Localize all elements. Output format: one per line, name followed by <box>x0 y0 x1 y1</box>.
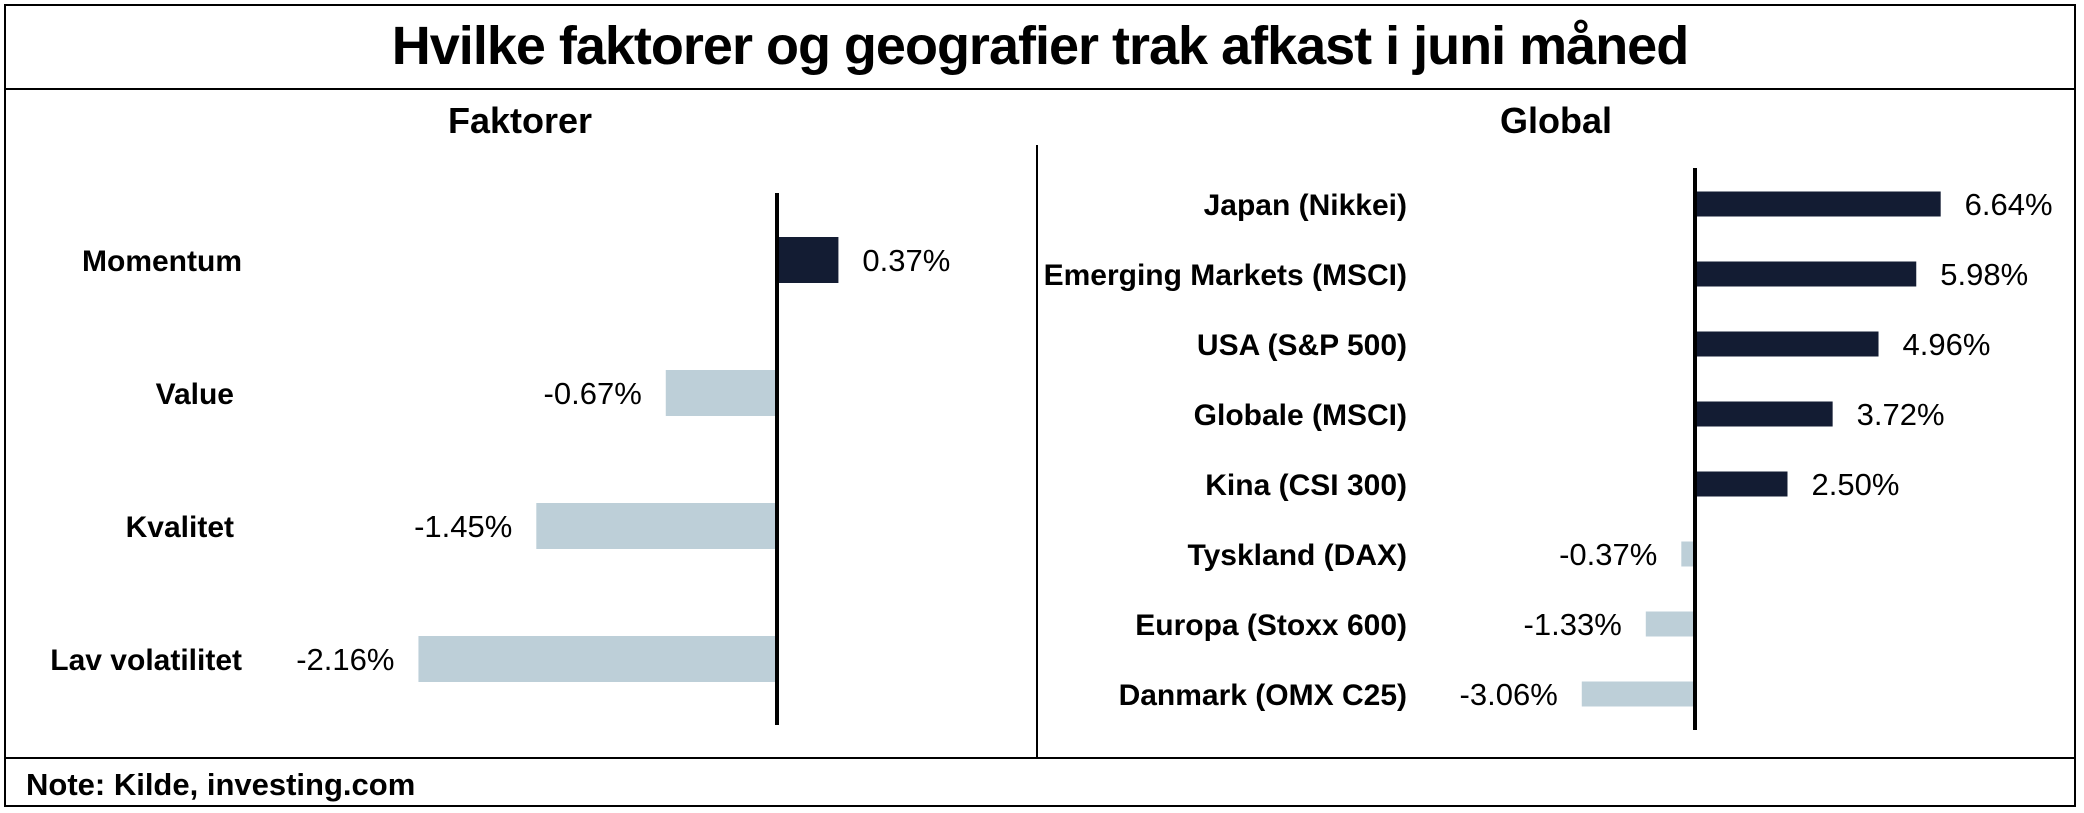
category-label: Value <box>156 378 234 411</box>
category-label: Emerging Markets (MSCI) <box>1044 259 1407 292</box>
bar-1-5 <box>1681 541 1695 567</box>
value-label: 3.72% <box>1857 397 1945 432</box>
category-label: Lav volatilitet <box>50 644 242 677</box>
value-label: -0.37% <box>1559 537 1657 572</box>
bar-1-4 <box>1695 471 1788 497</box>
value-label: 4.96% <box>1903 327 1991 362</box>
category-label: Globale (MSCI) <box>1194 399 1407 432</box>
title-bar: Hvilke faktorer og geografier trak afkas… <box>4 4 2076 90</box>
bar-1-2 <box>1695 331 1879 357</box>
panel-divider <box>1036 145 1038 757</box>
value-label: -3.06% <box>1460 677 1558 712</box>
bar-1-0 <box>1695 191 1941 217</box>
panel-title-global: Global <box>1499 100 1613 141</box>
bar-1-7 <box>1581 681 1695 707</box>
chart-title: Hvilke faktorer og geografier trak afkas… <box>391 16 1689 76</box>
bar-0-1 <box>665 370 777 416</box>
category-label: Momentum <box>82 245 242 278</box>
bar-0-0 <box>777 237 839 283</box>
bar-0-3 <box>418 636 777 682</box>
category-label: Japan (Nikkei) <box>1204 189 1407 222</box>
bar-0-2 <box>536 503 777 549</box>
category-label: Europa (Stoxx 600) <box>1135 609 1407 642</box>
bar-1-3 <box>1695 401 1833 427</box>
category-label: Tyskland (DAX) <box>1188 539 1407 572</box>
value-label: 0.37% <box>862 243 950 278</box>
chart-frame <box>4 4 2076 807</box>
bar-1-1 <box>1695 261 1917 287</box>
bar-1-6 <box>1645 611 1695 637</box>
category-label: Kina (CSI 300) <box>1205 469 1407 502</box>
source-note: Note: Kilde, investing.com <box>26 767 416 802</box>
value-label: 6.64% <box>1965 187 2053 222</box>
panel-title-faktorer: Faktorer <box>447 100 593 141</box>
value-label: -0.67% <box>544 376 642 411</box>
note-bar: Note: Kilde, investing.com <box>4 757 2076 807</box>
value-label: -1.45% <box>414 509 512 544</box>
category-label: Danmark (OMX C25) <box>1119 679 1407 712</box>
value-label: -1.33% <box>1524 607 1622 642</box>
value-label: 5.98% <box>1940 257 2028 292</box>
value-label: -2.16% <box>296 642 394 677</box>
value-label: 2.50% <box>1812 467 1900 502</box>
category-label: Kvalitet <box>126 511 234 544</box>
category-label: USA (S&P 500) <box>1197 329 1407 362</box>
